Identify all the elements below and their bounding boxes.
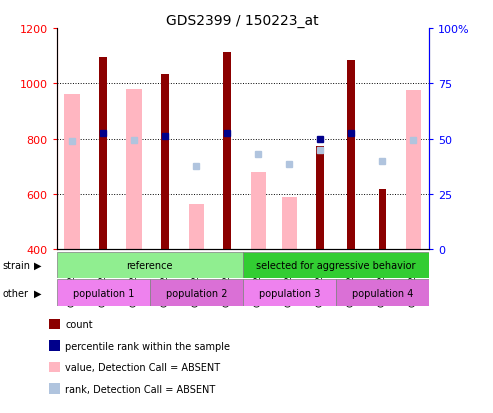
Text: strain: strain	[2, 260, 31, 270]
Bar	[406, 91, 421, 250]
Text: count: count	[65, 319, 93, 329]
Text: reference: reference	[127, 260, 173, 271]
Bar	[100, 58, 107, 250]
Text: selected for aggressive behavior: selected for aggressive behavior	[256, 260, 416, 271]
Bar	[336, 280, 429, 306]
Text: population 1: population 1	[72, 288, 134, 298]
Bar	[243, 252, 429, 279]
Title: GDS2399 / 150223_at: GDS2399 / 150223_at	[167, 14, 319, 28]
Bar	[65, 95, 80, 250]
Bar	[188, 204, 204, 250]
Text: value, Detection Call = ABSENT: value, Detection Call = ABSENT	[65, 362, 220, 372]
Text: percentile rank within the sample: percentile rank within the sample	[65, 341, 230, 351]
Text: other: other	[2, 288, 29, 298]
Text: ▶: ▶	[34, 288, 41, 298]
Bar	[150, 280, 243, 306]
Bar	[223, 52, 231, 250]
Bar	[282, 197, 297, 250]
Text: population 2: population 2	[166, 288, 227, 298]
Text: population 3: population 3	[259, 288, 320, 298]
Text: rank, Detection Call = ABSENT: rank, Detection Call = ABSENT	[65, 384, 215, 394]
Bar	[348, 61, 355, 250]
Bar	[317, 146, 324, 250]
Bar	[127, 90, 142, 250]
Bar	[161, 74, 169, 250]
Bar	[57, 252, 243, 279]
Bar	[243, 280, 336, 306]
Text: population 4: population 4	[352, 288, 413, 298]
Bar	[57, 280, 150, 306]
Bar	[379, 189, 386, 250]
Text: ▶: ▶	[34, 260, 41, 270]
Bar	[250, 173, 266, 250]
